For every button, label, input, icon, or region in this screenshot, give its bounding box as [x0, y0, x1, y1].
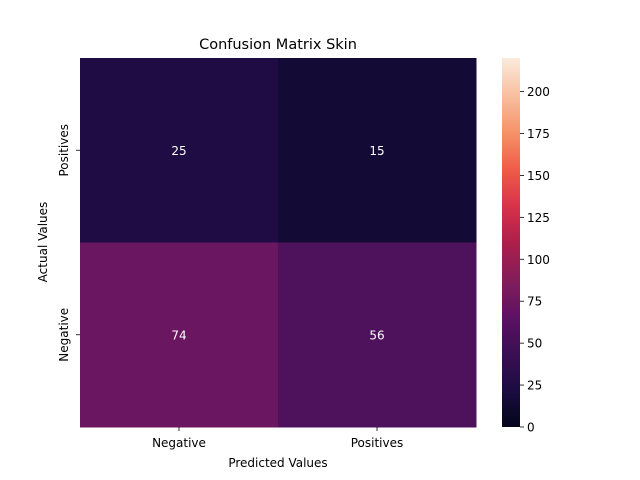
- colorbar-tick-label: 25: [527, 379, 542, 393]
- chart-title: Confusion Matrix Skin: [199, 37, 357, 53]
- y-tick-label: Negative: [57, 308, 71, 362]
- heatmap-cell-r1-c0: [80, 242, 279, 428]
- colorbar: [502, 58, 520, 427]
- heatmap-cells: [80, 58, 477, 428]
- colorbar-tick-label: 0: [527, 421, 535, 435]
- colorbar-ticks: 0 25 50 75 100 125 150 175 200: [520, 85, 550, 435]
- x-axis-label: Predicted Values: [228, 456, 327, 470]
- cell-value-r1-c1: 56: [369, 328, 384, 342]
- colorbar-tick-label: 125: [527, 211, 550, 225]
- colorbar-tick-label: 175: [527, 127, 550, 141]
- cell-value-r0-c0: 25: [171, 144, 186, 158]
- heatmap-cell-r1-c1: [278, 242, 477, 428]
- colorbar-tick-label: 50: [527, 337, 542, 351]
- cell-value-r1-c0: 74: [171, 328, 186, 342]
- colorbar-tick-label: 100: [527, 253, 550, 267]
- x-tick-label: Positives: [351, 436, 404, 450]
- cell-value-r0-c1: 15: [369, 144, 384, 158]
- heatmap-cell-r0-c1: [278, 58, 477, 243]
- cell-annotations: 25 15 74 56: [171, 144, 384, 343]
- colorbar-tick-label: 150: [527, 169, 550, 183]
- colorbar-tick-label: 75: [527, 295, 542, 309]
- y-axis: Positives Negative: [57, 124, 80, 362]
- x-tick-label: Negative: [152, 436, 206, 450]
- y-axis-label: Actual Values: [36, 202, 50, 283]
- heatmap-cell-r0-c0: [80, 58, 279, 243]
- x-axis: Negative Positives: [152, 427, 403, 450]
- colorbar-tick-label: 200: [527, 85, 550, 99]
- y-tick-label: Positives: [57, 124, 71, 177]
